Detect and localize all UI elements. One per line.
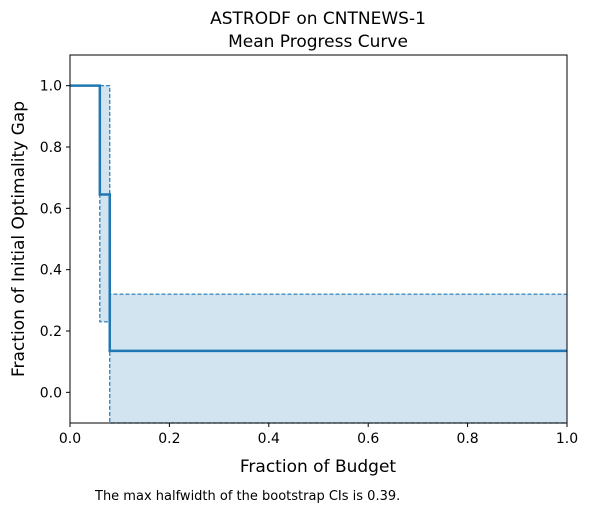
x-tick-label: 0.4 xyxy=(258,431,280,447)
x-tick-label: 0.0 xyxy=(59,431,81,447)
plot-frame xyxy=(69,54,568,424)
y-tick-label: 1.0 xyxy=(40,79,62,95)
mean-progress-curve xyxy=(70,84,567,353)
x-tick-label: 0.8 xyxy=(456,431,478,447)
y-tick-label: 0.4 xyxy=(40,263,62,279)
x-tick-label: 1.0 xyxy=(556,431,578,447)
ci-halfwidth-note: The max halfwidth of the bootstrap CIs i… xyxy=(94,489,400,504)
y-tick-label: 0.6 xyxy=(40,201,62,217)
mean-curve-layer xyxy=(70,84,567,353)
ci-upper-bound xyxy=(70,85,567,295)
x-tick-label: 0.2 xyxy=(158,431,180,447)
x-axis-label: Fraction of Budget xyxy=(240,457,397,477)
chart-title-line-2: Mean Progress Curve xyxy=(228,32,408,52)
y-axis-label: Fraction of Initial Optimality Gap xyxy=(9,101,29,377)
tick-layer: 0.0 0.2 0.4 0.6 0.8 1.0 0.0 0.2 0.4 0.6 0.8 1.0 xyxy=(40,79,578,447)
y-tick-label: 0.0 xyxy=(40,385,62,401)
y-tick-label: 0.8 xyxy=(40,140,62,156)
confidence-interval-layer xyxy=(70,85,567,424)
ci-band xyxy=(70,85,567,424)
y-tick-label: 0.2 xyxy=(40,324,62,340)
x-tick-label: 0.6 xyxy=(357,431,379,447)
chart-title-line-1: ASTRODF on CNTNEWS-1 xyxy=(210,9,426,29)
